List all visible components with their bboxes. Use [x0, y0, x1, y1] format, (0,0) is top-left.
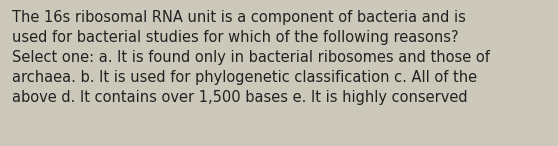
Text: The 16s ribosomal RNA unit is a component of bacteria and is
used for bacterial : The 16s ribosomal RNA unit is a componen… — [12, 10, 490, 105]
